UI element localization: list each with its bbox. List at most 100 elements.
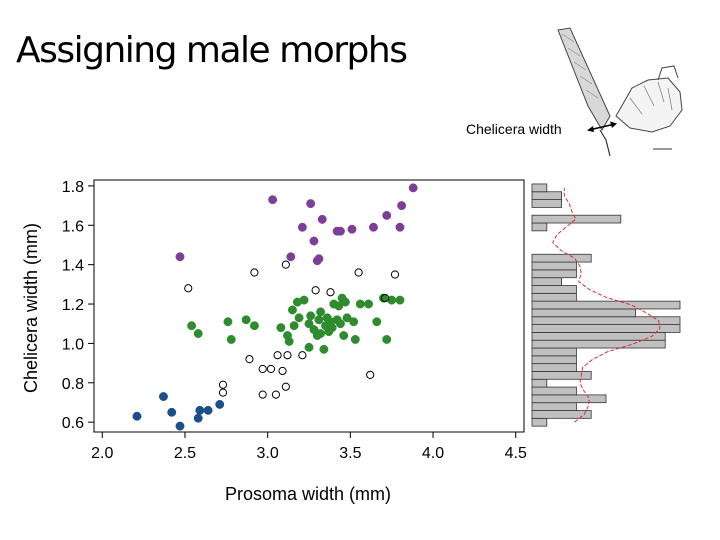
data-point bbox=[350, 335, 360, 344]
data-point bbox=[249, 321, 259, 331]
data-point bbox=[382, 335, 392, 344]
y-axis-label: Chelicera width (mm) bbox=[21, 223, 41, 393]
x-tick-label: 3.5 bbox=[339, 445, 361, 462]
data-point bbox=[364, 299, 373, 309]
data-point bbox=[408, 183, 418, 193]
data-point bbox=[372, 317, 382, 327]
spider-chelicera-icon bbox=[557, 27, 683, 157]
data-point bbox=[215, 399, 225, 409]
data-point bbox=[349, 317, 359, 327]
histogram-bar bbox=[531, 386, 577, 396]
data-point-open bbox=[281, 260, 290, 269]
y-tick-label: 1.4 bbox=[62, 258, 84, 275]
histogram-bar bbox=[531, 253, 592, 263]
histogram-bar bbox=[531, 191, 563, 200]
data-point bbox=[286, 252, 296, 262]
data-point-open bbox=[298, 351, 307, 360]
data-point bbox=[289, 321, 299, 331]
data-point bbox=[306, 311, 316, 321]
data-point-open bbox=[273, 351, 282, 360]
data-point bbox=[276, 323, 286, 333]
histogram-bar bbox=[531, 292, 577, 302]
data-point bbox=[309, 236, 319, 246]
histogram-bar bbox=[531, 347, 577, 357]
data-point-open bbox=[390, 270, 400, 279]
histogram-bar bbox=[531, 410, 592, 419]
data-point bbox=[335, 226, 345, 236]
histogram-bar bbox=[531, 199, 563, 208]
histogram-chart bbox=[531, 183, 681, 427]
y-tick-label: 0.8 bbox=[62, 376, 84, 393]
data-point bbox=[193, 413, 203, 423]
data-point-open bbox=[258, 364, 267, 374]
data-point-open bbox=[250, 268, 259, 277]
data-point-open bbox=[366, 370, 375, 380]
data-point bbox=[340, 297, 350, 307]
data-point bbox=[241, 315, 251, 325]
data-point bbox=[268, 195, 278, 205]
data-point-open bbox=[245, 355, 254, 364]
y-tick-label: 1.0 bbox=[62, 336, 84, 353]
x-tick-label: 2.5 bbox=[174, 445, 196, 462]
data-point bbox=[327, 323, 337, 333]
x-axis-label: Prosoma width (mm) bbox=[225, 484, 391, 504]
histogram-bar bbox=[531, 394, 607, 404]
data-point bbox=[203, 405, 213, 415]
data-point-open bbox=[380, 294, 390, 303]
data-point bbox=[369, 222, 378, 232]
data-point bbox=[397, 201, 407, 211]
data-point-open bbox=[271, 390, 281, 399]
data-point bbox=[223, 317, 233, 327]
data-point bbox=[284, 336, 294, 346]
data-point-open bbox=[258, 390, 267, 399]
data-point bbox=[314, 315, 324, 325]
histogram-bar bbox=[531, 183, 548, 193]
data-point bbox=[395, 295, 405, 305]
scatter-chart: 2.0 2.5 3.0 3.5 4.0 4.50.60.81.01.21.41.61.8 … bbox=[21, 179, 527, 504]
data-point-open bbox=[354, 268, 363, 277]
x-tick-label: 4.5 bbox=[505, 445, 527, 462]
data-point bbox=[316, 329, 326, 339]
x-tick-label: 3.0 bbox=[257, 445, 279, 462]
data-point bbox=[382, 210, 392, 220]
data-point bbox=[304, 342, 314, 352]
histogram-bar bbox=[531, 355, 577, 365]
data-point bbox=[294, 313, 304, 323]
data-point-open bbox=[218, 380, 228, 389]
data-point bbox=[159, 392, 168, 402]
plot-frame bbox=[93, 179, 525, 433]
data-point bbox=[226, 335, 236, 344]
data-point bbox=[319, 344, 329, 354]
data-point bbox=[299, 295, 309, 305]
data-point bbox=[334, 301, 344, 311]
data-point bbox=[297, 222, 307, 232]
data-point bbox=[342, 313, 352, 323]
histogram-bar bbox=[531, 339, 666, 349]
histogram-bar bbox=[531, 269, 577, 279]
data-point bbox=[355, 299, 365, 309]
data-point bbox=[395, 222, 405, 232]
data-point bbox=[335, 319, 345, 329]
histogram-bar bbox=[531, 300, 681, 310]
data-point bbox=[167, 407, 177, 417]
slide-title: Assigning male morphs bbox=[16, 30, 408, 71]
y-tick-label: 0.6 bbox=[62, 415, 84, 432]
histogram-bar bbox=[531, 417, 548, 427]
y-tick-label: 1.6 bbox=[62, 218, 84, 235]
histogram-bar bbox=[531, 261, 577, 271]
data-point-open bbox=[266, 364, 276, 374]
data-point bbox=[175, 252, 185, 262]
data-point-open bbox=[184, 284, 193, 293]
data-point bbox=[347, 224, 357, 234]
data-point bbox=[288, 305, 297, 315]
data-point bbox=[193, 329, 203, 339]
x-tick-label: 4.0 bbox=[422, 445, 444, 462]
data-point bbox=[317, 214, 327, 224]
data-point bbox=[187, 321, 197, 331]
y-tick-label: 1.8 bbox=[62, 179, 84, 196]
data-point bbox=[378, 293, 388, 303]
histogram-bar bbox=[531, 222, 548, 232]
histogram-bar bbox=[531, 378, 548, 388]
data-point bbox=[316, 307, 326, 317]
histogram-bar bbox=[531, 285, 577, 294]
